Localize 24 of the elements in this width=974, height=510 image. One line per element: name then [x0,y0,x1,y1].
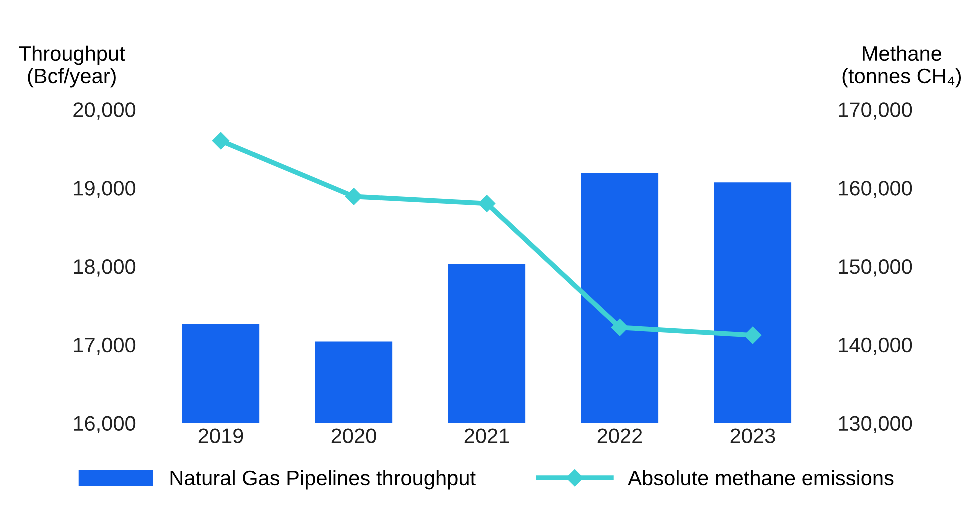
point [478,195,496,212]
point [611,319,629,336]
y-axis-title: Throughput (Bcf/year) [19,46,126,88]
y2-tick-label: 160,000 [839,181,912,198]
x-tick-label: 2021 [464,428,510,444]
y2-axis-title: Methane (tonnes CH₄) [842,46,962,88]
y2-tick-label: 130,000 [839,416,912,434]
y-tick-label: 20,000 [74,102,136,120]
point [345,188,363,206]
x-tick-label: 2023 [730,428,776,444]
legend-label: Natural Gas Pipelines throughput [170,470,476,490]
point [744,326,762,344]
y-tick-label: 19,000 [74,181,136,198]
y2-tick-label: 150,000 [839,259,912,277]
x-tick-label: 2022 [598,428,642,444]
x-tick-label: 2020 [332,428,376,444]
y-tick-label: 18,000 [74,259,136,277]
x-tick-label: 2019 [198,428,244,444]
y2-tick-label: 170,000 [839,102,912,120]
point [212,132,230,150]
legend-label: Absolute methane emissions [628,470,894,486]
y-tick-label: 16,000 [74,416,136,434]
y-tick-label: 17,000 [74,338,136,356]
y2-tick-label: 140,000 [839,338,912,356]
